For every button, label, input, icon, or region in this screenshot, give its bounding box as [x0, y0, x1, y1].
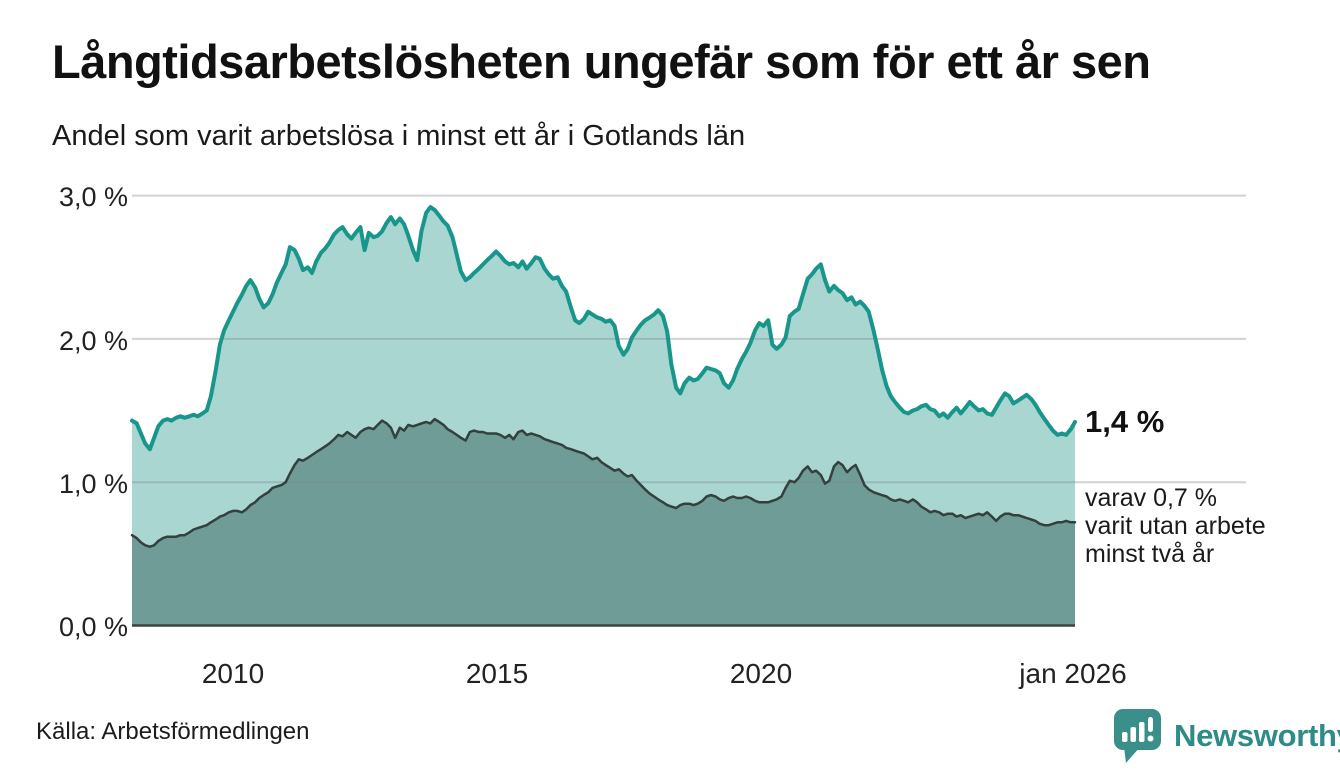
two-year-note-line-1: varav 0,7 % [1085, 484, 1218, 512]
page-title: Långtidsarbetslösheten ungefär som för e… [52, 35, 1151, 88]
x-tick-2010: 2010 [201, 658, 265, 689]
x-tick-2015: 2015 [465, 658, 529, 689]
newsworthy-logo: Newsworthy [1113, 708, 1340, 764]
newsworthy-wordmark: Newsworthy [1174, 718, 1340, 753]
latest-value-label: 1,4 % [1085, 404, 1165, 439]
y-tick-0: 0,0 % [58, 612, 128, 642]
source-label: Källa: Arbetsförmedlingen [36, 718, 310, 745]
y-tick-1: 1,0 % [58, 469, 128, 499]
y-tick-3: 3,0 % [58, 182, 128, 212]
two-year-note: varav 0,7 % varit utan arbete minst två … [1085, 484, 1266, 568]
y-tick-2: 2,0 % [58, 326, 128, 356]
two-year-note-line-2: varit utan arbete [1085, 512, 1266, 540]
x-tick-2020: 2020 [729, 658, 793, 689]
x-tick-jan-2026: jan 2026 [1019, 658, 1127, 689]
newsworthy-bubble-chart-icon [1114, 709, 1161, 763]
chart-subtitle: Andel som varit arbetslösa i minst ett å… [52, 120, 746, 152]
two-year-note-line-3: minst två år [1085, 540, 1215, 568]
